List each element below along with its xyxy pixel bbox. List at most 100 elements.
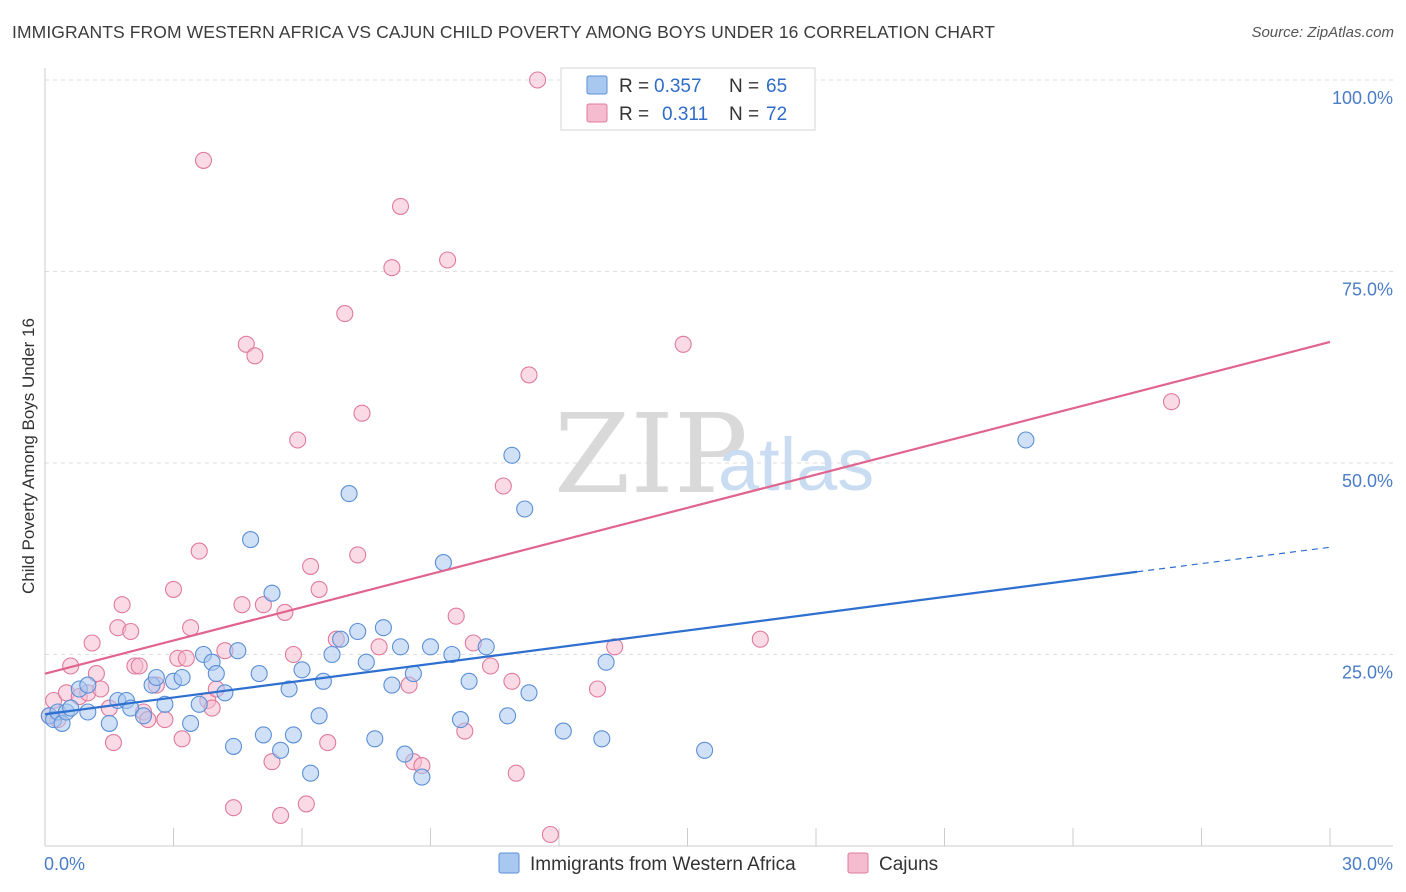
cajun-point (383, 259, 401, 277)
cajun-point (481, 657, 500, 675)
cajun-point (130, 657, 148, 675)
trend-line-western-africa-extension (1137, 546, 1331, 573)
cajun-point (751, 630, 769, 648)
western-africa-point (134, 707, 153, 725)
legend-r-label-blue: R = (619, 76, 649, 97)
western-africa-point (147, 668, 165, 687)
western-africa-point (460, 672, 478, 690)
cajun-point (319, 734, 337, 752)
legend-r-value-blue: 0.357 (654, 76, 702, 97)
bottom-legend-label-pink: Cajuns (879, 854, 938, 875)
cajun-point (349, 546, 367, 564)
cajun-point (541, 825, 559, 844)
cajun-point (289, 431, 307, 449)
series-legend: Immigrants from Western Africa Cajuns (498, 852, 938, 875)
trend-line-cajuns (44, 340, 1331, 675)
western-africa-point (323, 645, 341, 664)
legend-r-value-pink: 0.311 (662, 104, 708, 125)
western-africa-point (340, 485, 358, 503)
western-africa-point (156, 695, 174, 713)
western-africa-point (396, 745, 414, 763)
cajun-point (310, 580, 328, 598)
y-tick-labels: 25.0% 50.0% 75.0% 100.0% (1332, 88, 1393, 683)
western-africa-point (100, 714, 118, 732)
bottom-legend-swatch-blue (498, 852, 520, 874)
western-africa-point (391, 638, 410, 656)
x-tick-label: 0.0% (44, 854, 85, 874)
western-africa-point (1017, 431, 1035, 449)
cajun-point (233, 596, 251, 614)
cajun-point (370, 638, 388, 656)
grid-lines (45, 79, 1393, 655)
western-africa-point (477, 638, 495, 656)
western-africa-point (310, 707, 328, 725)
western-africa-point (499, 707, 517, 725)
watermark-zip: ZIP (554, 390, 748, 518)
cajun-point (87, 665, 105, 683)
western-africa-point (516, 500, 534, 518)
cajun-point (122, 622, 140, 641)
cajun-point (507, 764, 525, 782)
cajun-point (302, 557, 320, 575)
western-africa-point (451, 711, 470, 729)
y-axis-label: Child Poverty Among Boys Under 16 (19, 318, 38, 594)
western-africa-point (413, 768, 431, 786)
watermark: ZIP atlas (554, 390, 874, 518)
western-africa-point (434, 554, 452, 572)
cajun-point (164, 580, 183, 598)
trend-lines (44, 340, 1331, 716)
cajun-point (520, 366, 538, 384)
western-africa-point (250, 665, 268, 683)
legend-n-label-pink: N = (729, 104, 759, 125)
western-africa-point (263, 584, 281, 602)
cajun-point (606, 638, 624, 656)
western-africa-point (520, 684, 538, 702)
y-tick-label: 25.0% (1342, 663, 1393, 683)
cajun-point (494, 477, 512, 495)
cajun-point (254, 596, 272, 614)
western-africa-point (242, 531, 260, 549)
western-africa-point (272, 741, 290, 759)
cajun-point (237, 335, 255, 353)
western-africa-point (332, 630, 350, 648)
western-africa-point (366, 730, 384, 748)
cajun-point (83, 634, 101, 652)
legend-r-label-pink: R = (619, 104, 649, 125)
cajun-point (1162, 393, 1181, 411)
cajun-point (336, 305, 354, 323)
cajun-point (173, 730, 191, 748)
western-africa-point (554, 722, 572, 740)
cajun-point (182, 619, 200, 637)
western-africa-point (224, 737, 243, 755)
cajun-point (674, 335, 692, 353)
western-africa-point (374, 619, 392, 637)
legend-swatch-pink (586, 103, 608, 123)
western-africa-point (207, 665, 225, 683)
western-africa-point (173, 668, 191, 687)
cajun-point (263, 753, 281, 771)
western-africa-point (302, 764, 320, 782)
cajun-point (272, 806, 290, 824)
y-tick-label: 100.0% (1332, 88, 1393, 108)
correlation-legend: R = 0.357 N = 65 R = 0.311 N = 72 (560, 67, 816, 131)
western-africa-point (229, 642, 247, 660)
cajun-point (529, 71, 547, 89)
western-africa-point (383, 676, 401, 694)
cajun-point (588, 680, 607, 698)
western-africa-point (216, 684, 234, 702)
chart-source: Source: ZipAtlas.com (1251, 24, 1394, 41)
western-africa-point (314, 672, 332, 690)
y-tick-label: 50.0% (1342, 471, 1393, 491)
cajun-point (246, 347, 264, 365)
cajun-point (503, 672, 521, 690)
legend-n-value-pink: 72 (766, 104, 787, 125)
cajun-point (353, 404, 371, 422)
western-africa-point (62, 699, 80, 717)
cajun-point (156, 711, 174, 729)
legend-n-label-blue: N = (729, 76, 759, 97)
x-tick-labels: 0.0% 30.0% (44, 854, 1393, 874)
cajun-point (104, 734, 123, 752)
cajun-point (447, 607, 465, 625)
cajun-point (439, 251, 457, 269)
